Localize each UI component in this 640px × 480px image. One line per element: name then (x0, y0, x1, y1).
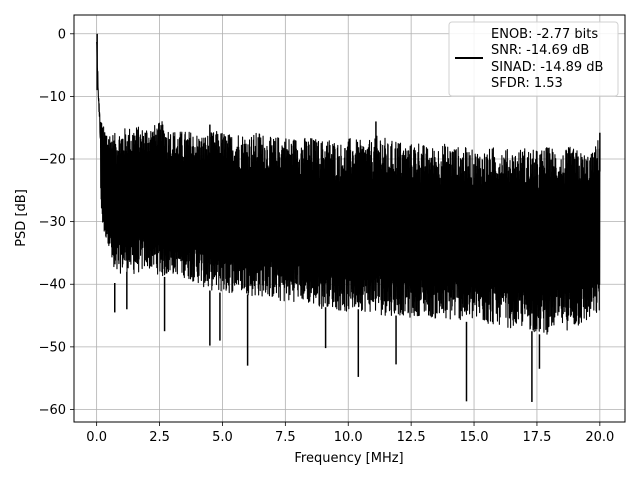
plot-frame (73, 14, 626, 423)
x-tick-label: 0.0 (86, 430, 107, 445)
psd-trace (96, 41, 601, 335)
x-tick-label: 5.0 (212, 430, 233, 445)
y-tick-label: −40 (39, 278, 66, 293)
y-tick-label: −30 (39, 215, 66, 230)
x-tick-label: 12.5 (397, 430, 426, 445)
y-tick-label: −20 (39, 153, 66, 168)
axis-ticks: 0.0 2.5 5.0 7.5 10.0 12.5 15.0 17.5 20.0 0 −10 −20 −… (39, 27, 615, 445)
x-tick-label: 15.0 (460, 430, 489, 445)
data-series (96, 33, 601, 402)
legend-sinad: SINAD: -14.89 dB (491, 60, 603, 75)
x-tick-label: 17.5 (522, 430, 551, 445)
y-axis-title: PSD [dB] (14, 189, 29, 247)
legend: ENOB: -2.77 bits SNR: -14.69 dB SINAD: -… (448, 21, 619, 97)
x-axis-title: Frequency [MHz] (294, 451, 403, 466)
legend-enob: ENOB: -2.77 bits (491, 27, 598, 42)
x-tick-label: 10.0 (334, 430, 363, 445)
x-tick-label: 7.5 (275, 430, 296, 445)
y-tick-label: −10 (39, 90, 66, 105)
y-tick-label: −50 (39, 340, 66, 355)
x-tick-label: 20.0 (585, 430, 614, 445)
legend-sfdr: SFDR: 1.53 (491, 76, 563, 91)
y-tick-label: −60 (39, 403, 66, 418)
y-tick-label: 0 (58, 27, 66, 42)
x-tick-label: 2.5 (149, 430, 170, 445)
legend-snr: SNR: -14.69 dB (491, 43, 589, 58)
legend-box (448, 21, 619, 97)
